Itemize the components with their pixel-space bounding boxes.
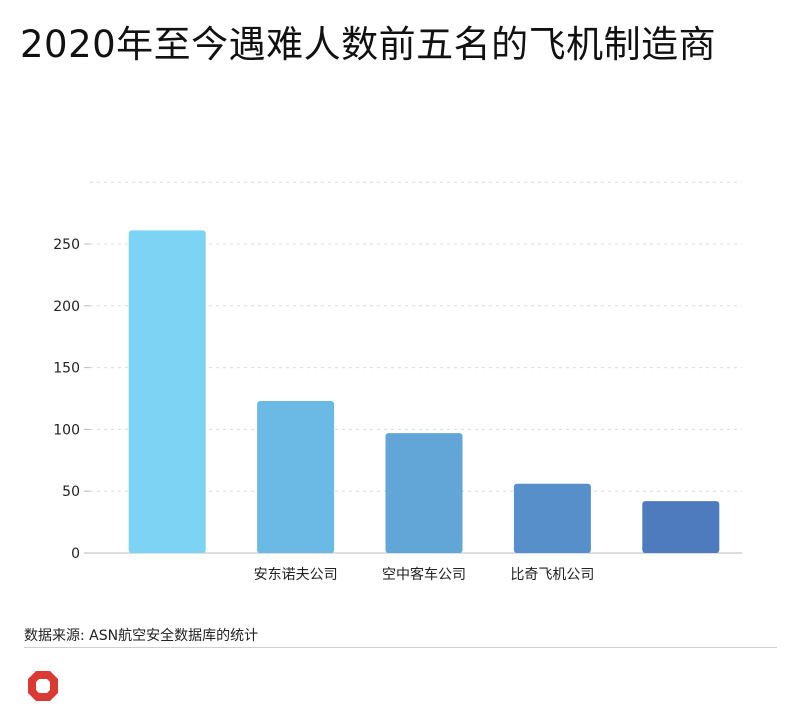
bar	[385, 433, 463, 553]
bar	[128, 230, 206, 554]
chart-title: 2020年至今遇难人数前五名的飞机制造商	[20, 23, 717, 66]
footer-divider	[24, 647, 777, 648]
bar	[513, 483, 591, 553]
y-tick-label: 0	[71, 546, 80, 562]
y-tick-label: 150	[53, 361, 80, 377]
x-category-label: 安东诺夫公司	[254, 567, 338, 583]
bars	[128, 230, 720, 554]
y-tick-label: 50	[62, 484, 80, 500]
y-tick-label: 200	[53, 299, 80, 315]
bar	[257, 400, 335, 553]
y-axis-ticks: 0 50 100 150 200 250	[53, 237, 90, 562]
bar	[642, 501, 720, 553]
x-category-label: 比奇飞机公司	[510, 566, 594, 583]
x-category-label: 空中客车公司	[382, 566, 466, 583]
brand-logo-icon	[28, 671, 58, 701]
source-note: 数据来源: ASN航空安全数据库的统计	[24, 628, 259, 644]
y-tick-label: 100	[53, 422, 80, 438]
y-tick-label: 250	[53, 237, 80, 253]
x-axis-labels: 安东诺夫公司 空中客车公司 比奇飞机公司	[254, 566, 595, 583]
